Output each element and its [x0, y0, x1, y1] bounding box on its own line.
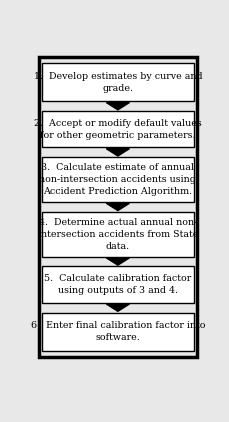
Polygon shape: [106, 258, 129, 265]
Text: 2.  Accept or modify default values
for other geometric parameters.: 2. Accept or modify default values for o…: [34, 119, 201, 140]
Text: 1.  Develop estimates by curve and
grade.: 1. Develop estimates by curve and grade.: [33, 72, 201, 93]
Polygon shape: [106, 304, 129, 311]
Text: 4.  Determine actual annual non-
intersection accidents from State
data.: 4. Determine actual annual non- intersec…: [38, 218, 197, 251]
Bar: [42, 212, 193, 257]
Polygon shape: [106, 203, 129, 211]
Bar: [42, 111, 193, 147]
Bar: [42, 313, 193, 351]
Polygon shape: [106, 103, 129, 110]
Text: 6.  Enter final calibration factor into
software.: 6. Enter final calibration factor into s…: [30, 321, 204, 342]
Bar: [42, 157, 193, 202]
Bar: [42, 63, 193, 101]
Text: 3.  Calculate estimate of annual
non-intersection accidents using
Accident Predi: 3. Calculate estimate of annual non-inte…: [39, 163, 196, 196]
Bar: [42, 266, 193, 303]
Polygon shape: [106, 149, 129, 156]
Text: 5.  Calculate calibration factor
using outputs of 3 and 4.: 5. Calculate calibration factor using ou…: [44, 274, 191, 295]
Bar: [39, 57, 196, 357]
